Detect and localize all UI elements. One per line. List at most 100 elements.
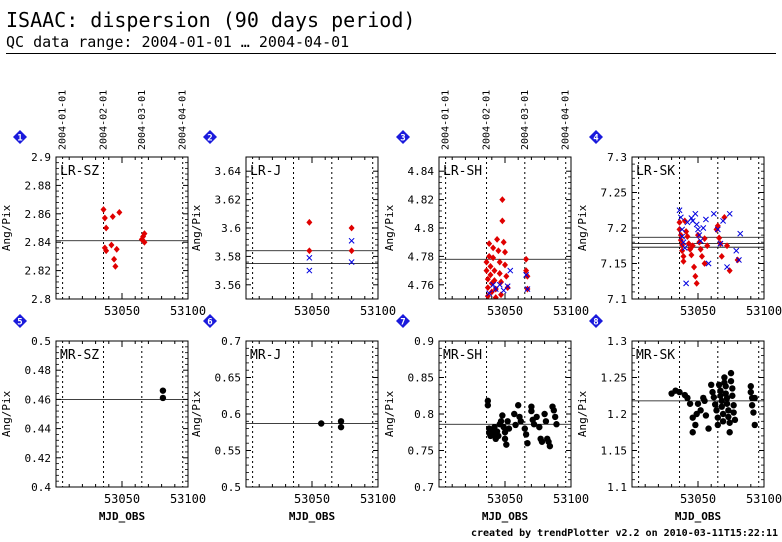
panel-label: MR-SZ [60, 348, 99, 363]
data-point-diamond [704, 242, 711, 250]
data-point-diamond [724, 242, 731, 250]
y-axis-label: Ang/Pix [190, 204, 203, 251]
data-point-dot [751, 421, 758, 429]
data-point-dot [546, 442, 554, 450]
data-point-cross [735, 256, 742, 263]
data-point-dot [676, 388, 683, 396]
x-axis-label: MJD_OBS [289, 510, 335, 523]
panel-number-badge [203, 130, 217, 144]
data-point-diamond [100, 206, 107, 213]
data-point-dot [726, 429, 733, 436]
data-point-dot [726, 419, 733, 426]
data-point-diamond [484, 284, 491, 292]
data-point-dot [713, 407, 720, 414]
data-point-diamond [141, 238, 148, 246]
data-point-diamond [494, 235, 501, 243]
data-point-dot [727, 377, 735, 385]
data-point-dot [524, 440, 531, 447]
data-point-dot [750, 409, 757, 416]
panel-label: MR-SK [636, 348, 675, 363]
y-tick-label: 1.1 [607, 481, 627, 494]
data-point-dot [705, 425, 712, 432]
data-point-diamond [689, 242, 696, 250]
y-tick-label: 0.8 [414, 408, 434, 421]
data-point-diamond [484, 292, 491, 299]
data-point-dot [747, 383, 754, 390]
data-point-diamond [112, 262, 119, 270]
data-point-diamond [101, 214, 108, 222]
data-point-diamond [490, 244, 497, 252]
data-point-dot [500, 423, 507, 431]
x-tick-label: 53050 [104, 492, 140, 506]
data-point-diamond [113, 245, 120, 253]
data-point-dot [730, 402, 737, 409]
data-point-diamond [498, 291, 505, 299]
data-point-diamond [684, 233, 691, 240]
data-point-dot [721, 374, 728, 381]
panel-6: 0.5 0.55 0.6 0.65 0.7 53050 53100 Ang/Pix MJD_OB… [190, 314, 396, 523]
data-point-cross [737, 230, 744, 237]
data-point-diamond [348, 224, 355, 232]
data-point-dot [694, 400, 702, 407]
panel-label: MR-J [250, 348, 281, 363]
data-point-dot [717, 392, 724, 399]
x-tick-label: 53100 [170, 492, 206, 506]
data-point-dot [512, 421, 519, 429]
y-tick-label: 4.76 [408, 279, 435, 292]
data-point-diamond [499, 217, 506, 225]
panel-number-badge [589, 314, 603, 328]
data-point-dot [751, 394, 758, 402]
data-point-diamond [498, 278, 505, 286]
points-layer [159, 387, 167, 402]
date-label: 2004-03-01 [137, 90, 148, 150]
data-point-diamond [487, 262, 494, 270]
x-tick-label: 53100 [553, 304, 589, 318]
y-tick-label: 0.55 [215, 445, 242, 458]
data-point-cross [710, 210, 717, 217]
points-layer [100, 206, 148, 270]
data-point-dot [729, 392, 736, 399]
data-point-dot [504, 418, 511, 425]
data-point-dot [715, 381, 723, 388]
panel-2: 3.56 3.58 3.6 3.62 3.64 53050 53100 Ang/Pix LR-J… [190, 130, 396, 318]
data-point-diamond [504, 284, 511, 292]
y-tick-label: 0.9 [414, 335, 434, 348]
data-point-diamond [688, 251, 695, 259]
x-tick-label: 53050 [487, 304, 523, 318]
y-tick-label: 7.25 [601, 187, 628, 200]
data-point-cross [683, 280, 690, 287]
data-point-dot [719, 418, 727, 425]
panel-number: 4 [593, 134, 599, 144]
data-point-cross [524, 286, 531, 293]
data-point-dot [528, 403, 535, 410]
data-point-diamond [692, 272, 699, 280]
data-point-diamond [111, 255, 118, 263]
data-point-cross [733, 247, 740, 254]
y-tick-label: 1.15 [601, 445, 628, 458]
data-point-diamond [483, 258, 490, 266]
y-tick-label: 3.58 [215, 250, 242, 263]
data-point-dot [684, 394, 691, 402]
y-tick-label: 0.46 [25, 393, 52, 406]
data-point-dot [553, 421, 560, 428]
y-tick-label: 0.4 [31, 481, 51, 494]
data-point-dot [337, 418, 345, 425]
y-axis-label: Ang/Pix [190, 390, 203, 437]
data-point-dot [748, 402, 756, 409]
panel-number-badge [13, 314, 27, 328]
data-point-diamond [698, 253, 705, 260]
y-tick-label: 4.84 [408, 165, 435, 178]
data-point-dot [159, 387, 167, 394]
data-point-dot [495, 432, 502, 440]
panel-number: 5 [17, 318, 22, 328]
data-point-diamond [523, 267, 530, 274]
data-point-dot [515, 402, 522, 409]
y-tick-label: 0.75 [408, 445, 435, 458]
data-point-dot [714, 414, 721, 421]
data-point-dot [723, 400, 731, 407]
x-tick-label: 53100 [170, 304, 206, 318]
panel-number-badge [203, 314, 217, 328]
data-point-diamond [491, 267, 498, 274]
data-point-diamond [683, 228, 690, 235]
y-axis-label: Ang/Pix [383, 204, 396, 251]
